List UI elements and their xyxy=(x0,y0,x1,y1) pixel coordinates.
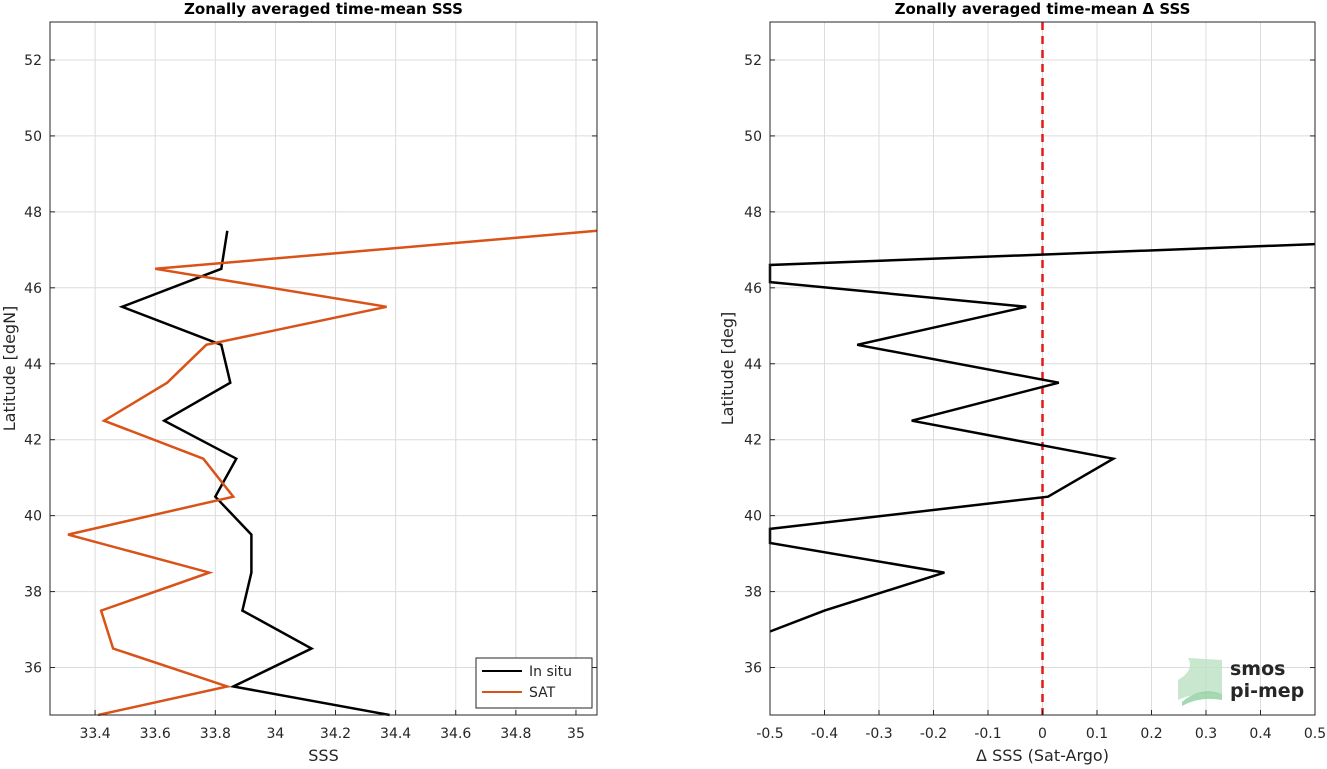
left-x-tick-label: 34.4 xyxy=(380,726,411,742)
right-y-axis-label: Latitude [deg] xyxy=(718,312,737,426)
right-x-tick-label: -0.4 xyxy=(811,726,838,742)
left-y-tick-label: 50 xyxy=(24,129,42,145)
left-x-tick-label: 34 xyxy=(266,726,284,742)
left-y-tick-label: 46 xyxy=(24,281,42,297)
right-y-tick-label: 48 xyxy=(744,205,762,221)
right-y-tick-label: 36 xyxy=(744,661,762,677)
right-series-line-delta-sss xyxy=(768,242,1316,633)
right-x-tick-label: 0.1 xyxy=(1086,726,1108,742)
left-axes-frame xyxy=(49,21,598,716)
left-x-tick-label: 34.2 xyxy=(320,726,351,742)
right-x-axis-label: Δ SSS (Sat-Argo) xyxy=(976,746,1109,765)
left-x-tick-label: 35 xyxy=(567,726,585,742)
left-y-tick-label: 52 xyxy=(24,53,42,69)
left-chart-panel: 33.4 33.6 33.8 34 34.2 34.4 34.6 34.8 35 36 38 40 4… xyxy=(0,0,598,765)
right-x-tick-label: -0.5 xyxy=(756,726,783,742)
right-x-tick-label: -0.3 xyxy=(865,726,892,742)
left-series-line-in-situ xyxy=(118,230,390,717)
right-x-tick-label: -0.2 xyxy=(920,726,947,742)
right-y-tick-label: 38 xyxy=(744,585,762,601)
right-x-tick-label: -0.1 xyxy=(974,726,1001,742)
left-x-axis-label: SSS xyxy=(308,746,338,765)
left-x-tick-label: 34.6 xyxy=(440,726,471,742)
left-y-tick-label: 40 xyxy=(24,509,42,525)
smos-pi-mep-logo: smos pi-mep xyxy=(1178,658,1304,706)
left-chart-title: Zonally averaged time-mean SSS xyxy=(184,0,463,18)
logo-text-pi-mep: pi-mep xyxy=(1230,680,1304,702)
right-x-tick-label: 0 xyxy=(1038,726,1047,742)
right-x-tick-label: 0.4 xyxy=(1249,726,1271,742)
left-x-tick-label: 33.4 xyxy=(79,726,110,742)
left-y-tick-label: 44 xyxy=(24,357,42,373)
right-x-tick-label: 0.2 xyxy=(1140,726,1162,742)
right-chart-panel: -0.5 -0.4 -0.3 -0.2 -0.1 0 0.1 0.2 0.3 0.4 0.5 363… xyxy=(718,0,1326,765)
right-y-tick-label: 50 xyxy=(744,129,762,145)
legend: In situ SAT xyxy=(475,657,593,709)
left-x-tick-label: 33.6 xyxy=(140,726,171,742)
legend-box xyxy=(475,657,593,709)
right-y-ticks: 36 38 40 42 44 46 48 50 52 xyxy=(744,53,1315,677)
left-y-ticks: 36 38 40 42 44 46 48 50 52 xyxy=(24,53,597,677)
left-y-tick-label: 36 xyxy=(24,661,42,677)
right-x-tick-label: 0.3 xyxy=(1195,726,1217,742)
right-series xyxy=(768,242,1316,633)
left-plot-area xyxy=(50,22,597,715)
logo-text-smos: smos xyxy=(1230,658,1285,680)
logo-wave-graphic-2 xyxy=(1182,691,1222,706)
right-y-tick-label: 44 xyxy=(744,357,762,373)
right-x-tick-label: 0.5 xyxy=(1304,726,1326,742)
left-y-tick-label: 42 xyxy=(24,433,42,449)
right-y-tick-label: 52 xyxy=(744,53,762,69)
right-y-tick-label: 46 xyxy=(744,281,762,297)
left-x-tick-label: 33.8 xyxy=(200,726,231,742)
right-y-tick-label: 42 xyxy=(744,433,762,449)
left-x-ticks: 33.4 33.6 33.8 34 34.2 34.4 34.6 34.8 35 xyxy=(79,710,585,742)
left-y-tick-label: 48 xyxy=(24,205,42,221)
legend-label-in-situ: In situ xyxy=(529,664,572,680)
left-series-line-sat xyxy=(67,229,598,717)
left-series xyxy=(67,229,598,717)
left-grid xyxy=(50,22,597,715)
right-chart-title: Zonally averaged time-mean Δ SSS xyxy=(895,0,1191,18)
logo-wave-graphic xyxy=(1178,658,1222,700)
left-y-axis-label: Latitude [degN] xyxy=(0,306,19,432)
left-x-tick-label: 34.8 xyxy=(500,726,531,742)
left-y-tick-label: 38 xyxy=(24,585,42,601)
right-y-tick-label: 40 xyxy=(744,509,762,525)
legend-label-sat: SAT xyxy=(529,685,556,701)
right-x-ticks: -0.5 -0.4 -0.3 -0.2 -0.1 0 0.1 0.2 0.3 0.4 0.5 xyxy=(756,710,1326,742)
